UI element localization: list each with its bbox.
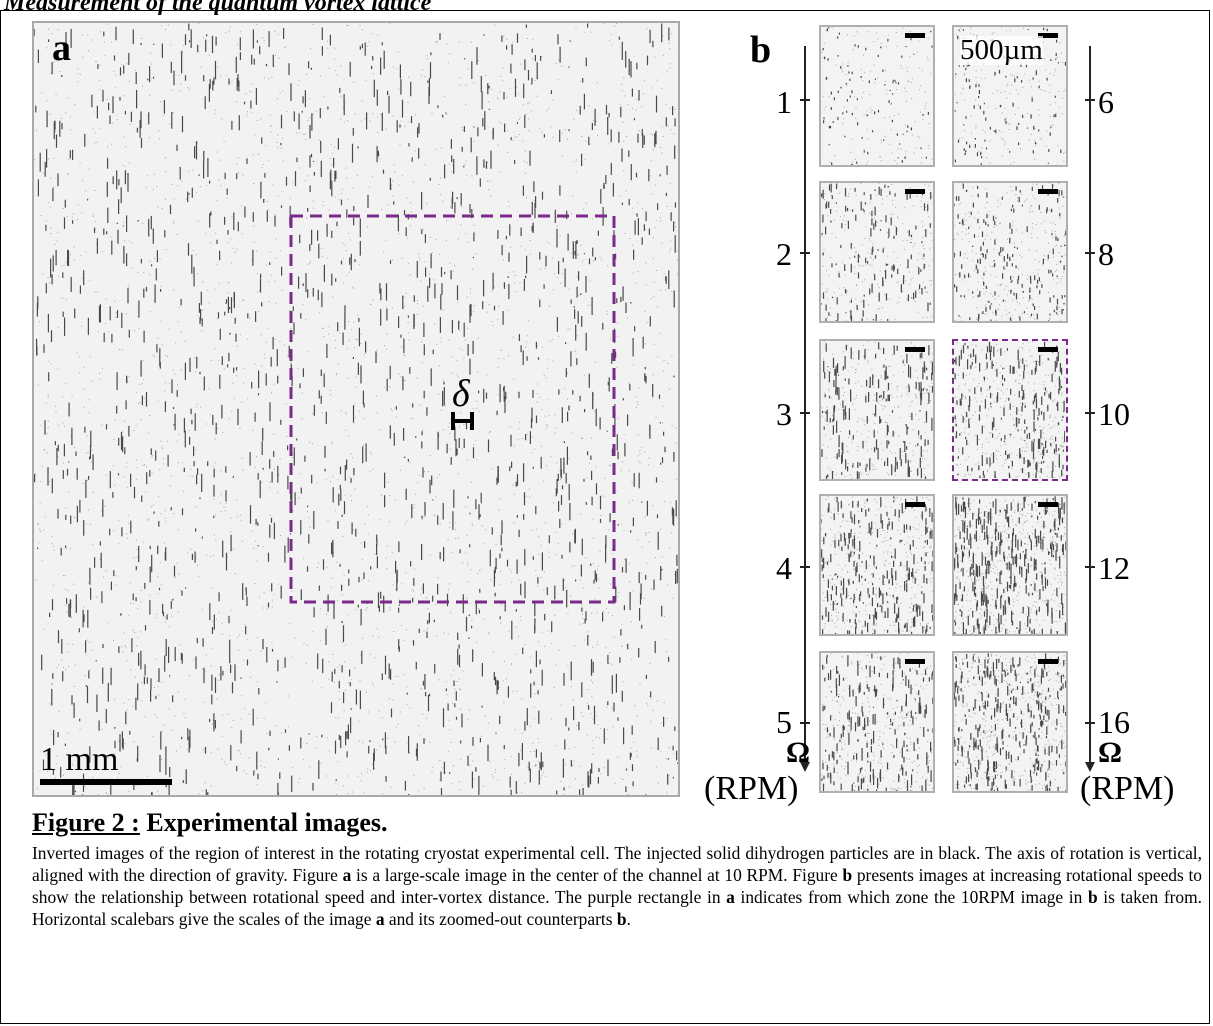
caption-text: Inverted images of the region of interes… xyxy=(32,843,1202,885)
axis-tick xyxy=(800,722,810,724)
axis-tick xyxy=(1085,566,1095,568)
section-heading: Measurement of the quantum vortex lattic… xyxy=(4,0,432,16)
axis-tick xyxy=(1085,412,1095,414)
unit-label-right: (RPM) xyxy=(1080,770,1175,807)
unit-label-left: (RPM) xyxy=(704,770,799,807)
caption-ref: b xyxy=(616,909,627,929)
caption-text: . xyxy=(626,909,631,929)
delta-label: δ xyxy=(452,373,470,415)
caption-title: Figure 2 : Experimental images. xyxy=(32,808,388,838)
speed-label-right: 12 xyxy=(1098,550,1130,586)
caption-ref: b xyxy=(1087,887,1098,907)
axis-tick xyxy=(800,99,810,101)
left-speed-axis xyxy=(804,46,806,764)
thumb-scale-bar xyxy=(1038,347,1058,352)
thumbnail-1rpm xyxy=(819,25,935,167)
thumb-scale-bar xyxy=(1038,33,1058,38)
caption-ref: a xyxy=(342,865,352,885)
thumb-scale-bar xyxy=(905,659,925,664)
thumbnail-3rpm xyxy=(819,339,935,481)
axis-tick xyxy=(1085,722,1095,724)
speed-label-right: 10 xyxy=(1098,396,1130,432)
panel-a-image: a δ 1 mm xyxy=(32,21,680,797)
caption-body: Inverted images of the region of interes… xyxy=(32,842,1202,930)
thumbnail-10rpm-highlighted xyxy=(952,339,1068,481)
axis-tick xyxy=(1085,99,1095,101)
right-speed-axis xyxy=(1089,46,1091,764)
thumbnail-5rpm xyxy=(819,651,935,793)
caption-text: and its zoomed-out counterparts xyxy=(384,909,617,929)
left-axis-arrow xyxy=(800,762,810,772)
speed-label-left: 4 xyxy=(776,550,792,586)
figure-frame xyxy=(0,10,1210,1024)
caption-ref: a xyxy=(375,909,385,929)
thumb-scale-bar xyxy=(905,33,925,38)
speed-label-right: 8 xyxy=(1098,236,1114,272)
speed-label-right: 6 xyxy=(1098,84,1114,120)
thumb-scale-bar xyxy=(905,347,925,352)
speed-label-left: 3 xyxy=(776,396,792,432)
scale-bar-label-b: 500µm xyxy=(960,34,1043,66)
caption-ref: a xyxy=(726,887,735,907)
figure-title: Experimental images. xyxy=(146,808,388,837)
omega-symbol-right: Ω xyxy=(1098,736,1123,769)
caption-text: is a large-scale image in the center of … xyxy=(351,865,843,885)
thumbnail-12rpm xyxy=(952,494,1068,636)
caption-text: indicates from which zone the 10RPM imag… xyxy=(734,887,1088,907)
thumb-scale-bar xyxy=(1038,189,1058,194)
omega-symbol-left: Ω xyxy=(786,736,811,769)
thumb-scale-bar xyxy=(905,502,925,507)
thumb-scale-bar xyxy=(1038,502,1058,507)
panel-a-letter: a xyxy=(52,27,71,69)
scale-bar-a xyxy=(40,779,172,785)
caption-ref: b xyxy=(842,865,853,885)
speed-label-right: 16 xyxy=(1098,704,1130,740)
thumbnail-8rpm xyxy=(952,181,1068,323)
speed-label-left: 5 xyxy=(776,704,792,740)
panel-b-letter: b xyxy=(750,29,772,71)
thumbnail-16rpm xyxy=(952,651,1068,793)
caption-text: presents images at increasing rotational… xyxy=(32,865,1203,907)
axis-tick xyxy=(800,566,810,568)
axis-tick xyxy=(800,412,810,414)
right-axis-arrow xyxy=(1085,762,1095,772)
axis-tick xyxy=(1085,252,1095,254)
axis-tick xyxy=(800,252,810,254)
scale-bar-label-a: 1 mm xyxy=(40,741,119,778)
thumb-scale-bar xyxy=(1038,659,1058,664)
thumb-scale-bar xyxy=(905,189,925,194)
thumbnail-4rpm xyxy=(819,494,935,636)
figure-label: Figure 2 : xyxy=(32,808,140,837)
speed-label-left: 1 xyxy=(776,84,792,120)
speed-label-left: 2 xyxy=(776,236,792,272)
thumbnail-2rpm xyxy=(819,181,935,323)
caption-text: is taken from. Horizontal scalebars give… xyxy=(32,887,1202,929)
particle-texture xyxy=(34,23,678,795)
